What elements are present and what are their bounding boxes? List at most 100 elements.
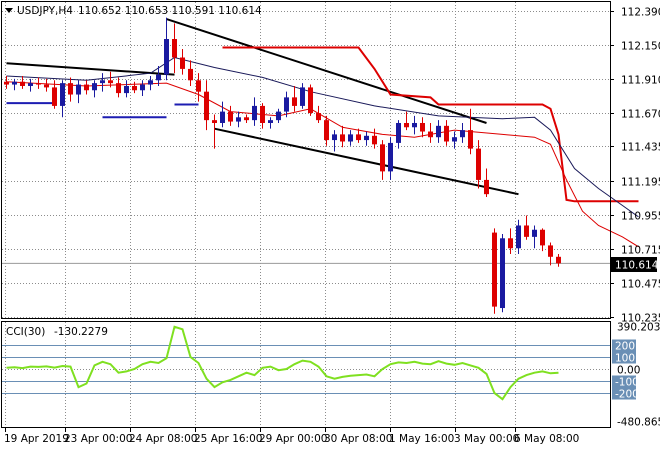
price-tick-label: 110.715 (621, 245, 660, 257)
candle-body (404, 122, 409, 128)
price-tick-label: 111.910 (621, 75, 660, 87)
cci-level-tag (612, 351, 636, 364)
candle-body (372, 135, 377, 145)
candle-body (180, 57, 185, 69)
chart-ohlc: 110.652 110.653 110.591 110.614 (78, 5, 262, 17)
candle-body (316, 113, 321, 121)
time-tick-label: 1 May 16:00 (389, 433, 454, 445)
time-tick-label: 19 Apr 2019 (4, 433, 69, 445)
candle-body (252, 105, 257, 121)
candle-body (276, 111, 281, 121)
time-tick-label: 25 Apr 16:00 (194, 433, 262, 445)
candle-body (348, 134, 353, 142)
candle-body (76, 84, 81, 95)
candle-body (332, 134, 337, 141)
candle-body (340, 134, 345, 142)
candle-body (4, 81, 9, 85)
cci-grid (2, 322, 610, 427)
candle-body (132, 85, 137, 91)
candle-body (44, 84, 49, 88)
candle-body (52, 87, 57, 106)
cci-tick-label: -100 (615, 377, 639, 389)
price-tick-label: 110.475 (621, 279, 660, 291)
candles (4, 17, 561, 314)
candle-body (260, 105, 265, 123)
candle-body (540, 229, 545, 246)
candle-body (292, 97, 297, 106)
price-tick-label: 111.670 (621, 109, 660, 121)
cci-level-tag (612, 339, 636, 352)
candle-body (236, 117, 241, 122)
candle-body (20, 81, 25, 86)
candle-body (484, 179, 489, 195)
candle-body (92, 83, 97, 91)
time-tick-label: 30 Apr 08:00 (324, 433, 392, 445)
cci-level-tag (612, 375, 636, 388)
price-tick-label: 110.235 (621, 313, 660, 325)
price-tick-label: 111.195 (621, 177, 660, 189)
candle-body (516, 225, 521, 249)
time-tick-label: 24 Apr 08:00 (129, 433, 197, 445)
chart-menu-icon[interactable] (5, 8, 13, 13)
candle-body (388, 142, 393, 172)
candle-body (60, 83, 65, 106)
cci-tick-label: 390.2031 (617, 322, 660, 334)
candle-body (108, 80, 113, 84)
cci-tick-label: -480.8651 (617, 417, 660, 429)
candle-body (28, 83, 33, 86)
candle-body (68, 83, 73, 95)
candle-body (428, 131, 433, 138)
candle-body (140, 84, 145, 91)
cci-layer (6, 325, 559, 401)
candle-body (36, 83, 41, 85)
cci-tick-label: 0.00 (617, 365, 640, 377)
time-tick-label: 6 May 08:00 (514, 433, 579, 445)
candle-body (524, 225, 529, 237)
candle-body (508, 238, 513, 249)
candle-body (84, 84, 89, 91)
candle-body (300, 87, 305, 106)
red-step-line (222, 46, 639, 203)
candle-body (116, 83, 121, 94)
price-tick-label: 110.955 (621, 211, 660, 223)
candle-body (212, 120, 217, 123)
cci-value: -130.2279 (54, 326, 108, 338)
candle-body (148, 80, 153, 85)
candle-body (460, 130, 465, 138)
candle-body (436, 125, 441, 138)
trend-line (6, 62, 175, 76)
candle-body (12, 81, 17, 85)
time-tick-label: 3 May 00:00 (454, 433, 519, 445)
price-tick-label: 112.150 (621, 41, 660, 53)
candle-body (548, 245, 553, 257)
candle-body (532, 229, 537, 237)
time-tick-label: 23 Apr 00:00 (64, 433, 132, 445)
candle-body (244, 117, 249, 121)
candle-body (188, 68, 193, 81)
cci-line (6, 325, 559, 401)
channel-lower-line (214, 127, 519, 196)
candle-body (500, 238, 505, 309)
candle-body (452, 137, 457, 142)
price-overlays (2, 18, 639, 264)
cci-tick-label: 200 (615, 341, 635, 353)
axis-labels: 112.390 112.150 111.910 111.670 111.435 111.1… (4, 7, 660, 446)
candle-body (412, 122, 417, 128)
candle-body (380, 144, 385, 172)
price-pane-frame (1, 1, 611, 319)
chart-symbol: USDJPY,H4 (17, 5, 73, 17)
candle-body (444, 125, 449, 142)
last-price-label: 110.614 (615, 260, 659, 272)
price-tick-label: 111.435 (621, 142, 660, 154)
cci-level-tag (612, 387, 636, 400)
candle-body (220, 111, 225, 123)
candle-body (476, 148, 481, 180)
candle-body (268, 120, 273, 123)
candle-body (356, 134, 361, 141)
candle-body (468, 130, 473, 149)
candle-body (156, 74, 161, 81)
price-grid (2, 2, 610, 318)
candle-body (124, 85, 129, 94)
